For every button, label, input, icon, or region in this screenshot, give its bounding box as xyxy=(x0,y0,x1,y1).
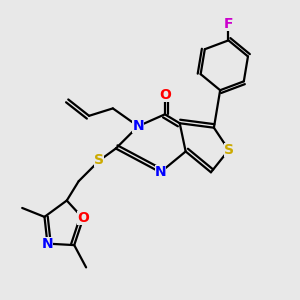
Text: N: N xyxy=(42,237,53,250)
Text: N: N xyxy=(132,119,144,133)
Text: N: N xyxy=(154,165,166,179)
Text: F: F xyxy=(224,17,233,31)
Text: O: O xyxy=(77,212,89,225)
Text: S: S xyxy=(224,143,234,157)
Text: O: O xyxy=(159,88,171,102)
Text: S: S xyxy=(94,153,104,167)
